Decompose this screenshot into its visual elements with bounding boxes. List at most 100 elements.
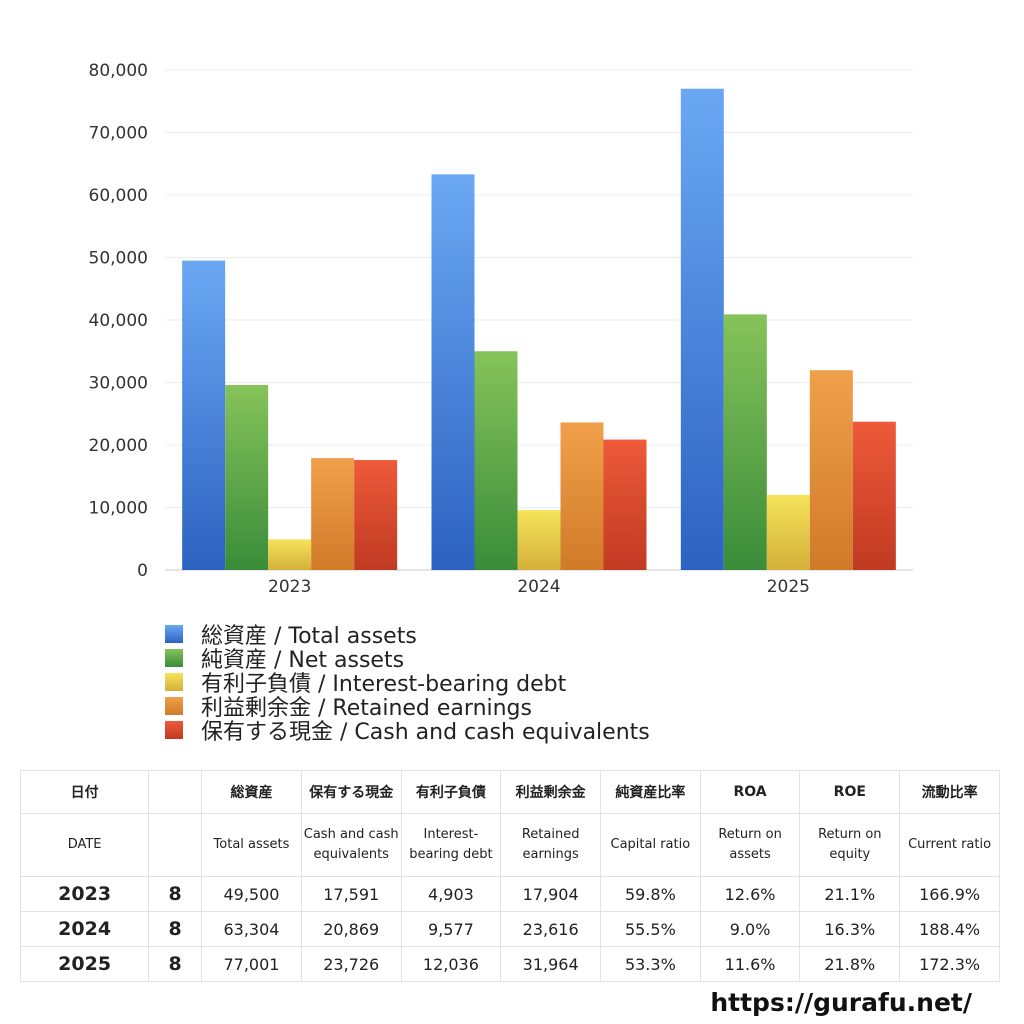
table-cell: 166.9%	[899, 876, 1000, 912]
bar	[603, 439, 647, 570]
bar	[517, 510, 561, 570]
bar	[225, 385, 269, 570]
chart-grid	[165, 69, 913, 571]
bar	[809, 370, 853, 570]
bar	[766, 494, 810, 570]
table-cell: 8	[148, 946, 203, 982]
table-cell: 9.0%	[699, 911, 801, 947]
financial-metrics-table: 日付 総資産 保有する現金 有利子負債 利益剰余金 純資産比率 ROA ROE 流動比率 DATE…	[19, 770, 1000, 982]
bar	[268, 539, 312, 570]
legend-swatch	[165, 625, 183, 643]
y-tick-label: 0	[137, 561, 148, 581]
table-cell: 12,036	[400, 946, 502, 982]
table-cell: 4,903	[400, 876, 502, 912]
bar	[474, 351, 518, 570]
table-cell: 17,904	[500, 876, 601, 912]
legend-label: 有利子負債 / Interest-bearing debt	[201, 672, 567, 697]
table-cell: 11.6%	[699, 946, 801, 982]
chart-bars	[182, 88, 896, 571]
y-tick-label: 10,000	[89, 499, 148, 519]
legend-label: 純資産 / Net assets	[201, 648, 405, 673]
bar	[680, 88, 724, 571]
table-cell: 有利子負債	[400, 770, 502, 814]
table-cell: 53.3%	[600, 946, 701, 982]
table-cell: 12.6%	[699, 876, 801, 912]
y-tick-label: 70,000	[89, 124, 148, 144]
table-cell: 17,591	[300, 876, 402, 912]
legend-item: 利益剰余金 / Retained earnings	[165, 694, 650, 721]
table-cell	[148, 813, 203, 877]
bar-chart: 0 10,000 20,000 30,000 40,000 50,000 60,000 70,…	[89, 61, 913, 597]
table-row: 2025 8 77,001 23,726 12,036 31,964 53.3% 11.6% 2…	[19, 946, 1000, 982]
legend-item: 総資産 / Total assets	[165, 622, 650, 649]
legend-label: 総資産 / Total assets	[201, 624, 417, 649]
legend-item: 有利子負債 / Interest-bearing debt	[165, 670, 650, 697]
table-cell: Total assets	[201, 813, 302, 877]
table-cell: 49,500	[201, 876, 302, 912]
table-header-en: DATE Total assets Cash and cash equivalent…	[19, 813, 1000, 877]
legend-item: 保有する現金 / Cash and cash equivalents	[165, 718, 650, 745]
bar	[560, 422, 604, 570]
table-cell: Retained earnings	[500, 813, 601, 877]
table-cell: 16.3%	[799, 911, 901, 947]
y-tick-label: 20,000	[89, 436, 148, 456]
table-cell: 31,964	[500, 946, 601, 982]
table-cell: 172.3%	[899, 946, 1000, 982]
table-cell: 188.4%	[899, 911, 1000, 947]
table-row: 2023 8 49,500 17,591 4,903 17,904 59.8% 12.6% 21…	[19, 876, 1000, 912]
table-cell: 純資産比率	[600, 770, 701, 814]
bar	[182, 260, 226, 570]
table-cell: ROE	[799, 770, 901, 814]
table-cell: 2023	[19, 876, 150, 912]
y-tick-label: 50,000	[89, 249, 148, 269]
y-tick-label: 60,000	[89, 186, 148, 206]
table-cell: 保有する現金	[300, 770, 402, 814]
y-tick-label: 40,000	[89, 311, 148, 331]
table-cell: 8	[148, 911, 203, 947]
table-cell: Current ratio	[899, 813, 1000, 877]
x-tick-label: 2025	[767, 577, 810, 597]
legend-swatch	[165, 697, 183, 715]
table-cell: ROA	[699, 770, 801, 814]
legend-label: 利益剰余金 / Retained earnings	[201, 696, 532, 721]
table-cell: Cash and cash equivalents	[300, 813, 402, 877]
table-cell: DATE	[19, 813, 150, 877]
table-cell: 23,616	[500, 911, 601, 947]
table-cell: Return on assets	[699, 813, 801, 877]
x-tick-label: 2024	[517, 577, 560, 597]
bar	[431, 174, 475, 570]
legend-swatch	[165, 649, 183, 667]
bar	[852, 421, 896, 570]
table-cell: 23,726	[300, 946, 402, 982]
legend-swatch	[165, 673, 183, 691]
table-cell: 63,304	[201, 911, 302, 947]
table-cell: 55.5%	[600, 911, 701, 947]
table-cell: Interest-bearing debt	[400, 813, 502, 877]
table-cell: 2025	[19, 946, 150, 982]
legend-label: 保有する現金 / Cash and cash equivalents	[201, 720, 650, 745]
table-row: 2024 8 63,304 20,869 9,577 23,616 55.5% 9.0% 16.…	[19, 911, 1000, 947]
table-cell: 21.1%	[799, 876, 901, 912]
x-tick-label: 2023	[268, 577, 311, 597]
table-cell: Return on equity	[799, 813, 901, 877]
table-cell: 8	[148, 876, 203, 912]
y-tick-label: 30,000	[89, 374, 148, 394]
table-cell: 9,577	[400, 911, 502, 947]
chart-legend: 総資産 / Total assets 純資産 / Net assets 有利子負債 …	[165, 622, 650, 745]
bar	[311, 458, 355, 570]
table-cell: 21.8%	[799, 946, 901, 982]
legend-swatch	[165, 721, 183, 739]
x-axis: 2023 2024 2025	[268, 577, 810, 597]
table-cell: 総資産	[201, 770, 302, 814]
y-tick-label: 80,000	[89, 61, 148, 81]
table-cell: 20,869	[300, 911, 402, 947]
bar	[354, 460, 398, 570]
table-header-jp: 日付 総資産 保有する現金 有利子負債 利益剰余金 純資産比率 ROA ROE 流動比率	[19, 770, 1000, 814]
table-cell: 2024	[19, 911, 150, 947]
table-cell: 流動比率	[899, 770, 1000, 814]
table-cell: 日付	[19, 770, 150, 814]
table-cell: 59.8%	[600, 876, 701, 912]
site-url[interactable]: https://gurafu.net/	[710, 988, 972, 1017]
table-cell	[148, 770, 203, 814]
legend-item: 純資産 / Net assets	[165, 646, 650, 673]
